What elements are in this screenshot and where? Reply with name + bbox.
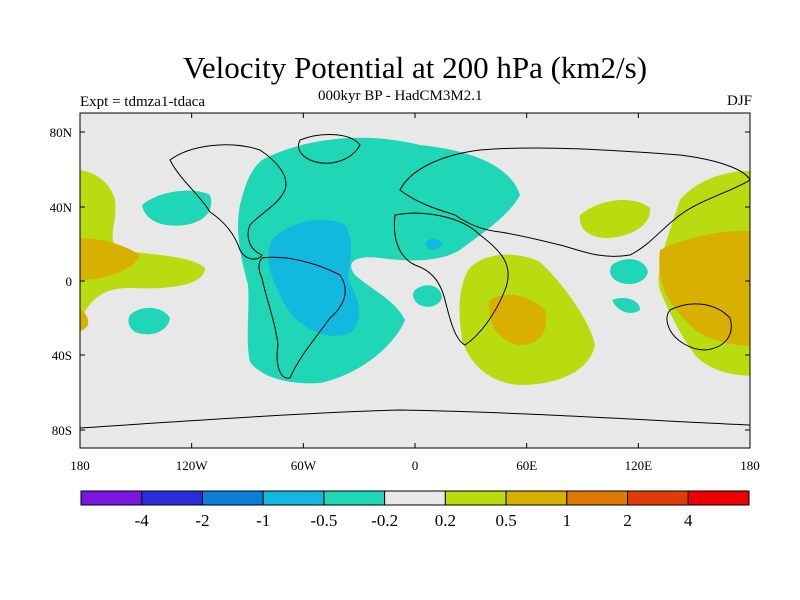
colorbar-swatch	[80, 490, 143, 506]
lat-tick-label: 80N	[50, 125, 73, 140]
season-label: DJF	[726, 93, 752, 109]
coast-south-america	[258, 256, 346, 379]
colorbar-tick-label: -1	[256, 511, 270, 530]
colorbar-tick-label: 2	[623, 511, 632, 530]
lon-tick-label: 60W	[291, 458, 317, 473]
colorbar-tick-label: 0.2	[435, 511, 456, 530]
positive-anomaly-core-epacific	[80, 238, 140, 280]
negative-anomaly-core	[268, 220, 360, 336]
lon-tick-label: 60E	[516, 458, 537, 473]
longitude-axis: 180 120W 60W 0 60E 120E 180	[70, 113, 760, 473]
coast-antarctica	[80, 409, 750, 429]
chart-subtitle: 000kyr BP - HadCM3M2.1	[318, 88, 483, 104]
coast-greenland	[297, 134, 361, 164]
colorbar-swatch	[201, 490, 264, 506]
lon-tick-label: 180	[740, 458, 760, 473]
colorbar-swatch	[566, 490, 629, 506]
coast-europe-asia	[399, 147, 750, 257]
coast-africa	[393, 212, 509, 346]
colorbar-tick-label: -0.2	[371, 511, 398, 530]
colorbar-swatch	[323, 490, 386, 506]
lon-tick-label: 120E	[625, 458, 653, 473]
colorbar-swatch	[262, 490, 325, 506]
contour-fills	[80, 137, 750, 385]
negative-anomaly-core-small	[425, 238, 442, 250]
colorbar-tick-label: 0.5	[495, 511, 516, 530]
lon-tick-label: 0	[412, 458, 419, 473]
colorbar-swatch	[141, 490, 203, 506]
lon-tick-label: 180	[70, 458, 90, 473]
lat-tick-label: 80S	[52, 423, 72, 438]
negative-anomaly-region-maritime	[610, 259, 648, 284]
positive-anomaly-core-indian	[489, 294, 547, 345]
colorbar-tick-label: -2	[195, 511, 209, 530]
negative-anomaly-region-nepacific	[142, 190, 212, 226]
lat-tick-label: 40S	[52, 348, 72, 363]
colorbar-swatch	[627, 490, 689, 506]
negative-anomaly-region-spacific	[128, 307, 170, 335]
colorbar	[80, 490, 750, 506]
colorbar-labels: -4 -2 -1 -0.5 -0.2 0.2 0.5 1 2 4	[135, 511, 693, 530]
colorbar-swatch	[444, 490, 507, 506]
coast-australia	[666, 303, 732, 351]
colorbar-swatch	[384, 490, 446, 506]
positive-anomaly-core-wpacific	[659, 230, 750, 346]
positive-anomaly-region-epacific	[80, 170, 205, 323]
colorbar-tick-label: 1	[563, 511, 572, 530]
negative-anomaly-region-africa	[412, 285, 442, 307]
colorbar-swatch	[505, 490, 568, 506]
colorbar-tick-label: -0.5	[310, 511, 337, 530]
experiment-label: Expt = tdmza1-tdaca	[80, 94, 206, 110]
negative-anomaly-region-indian	[612, 298, 640, 313]
positive-anomaly-region-asia	[579, 199, 651, 238]
colorbar-swatch	[687, 490, 750, 506]
colorbar-tick-label: -4	[135, 511, 150, 530]
latitude-axis: 80N 40N 0 40S 80S	[50, 125, 750, 438]
coastlines	[80, 134, 750, 429]
lon-tick-label: 120W	[176, 458, 209, 473]
lat-tick-label: 0	[66, 274, 73, 289]
positive-anomaly-core-sw	[80, 309, 89, 331]
colorbar-tick-label: 4	[684, 511, 693, 530]
chart-title: Velocity Potential at 200 hPa (km2/s)	[182, 50, 648, 85]
coast-north-america	[169, 144, 287, 260]
lat-tick-label: 40N	[50, 200, 73, 215]
